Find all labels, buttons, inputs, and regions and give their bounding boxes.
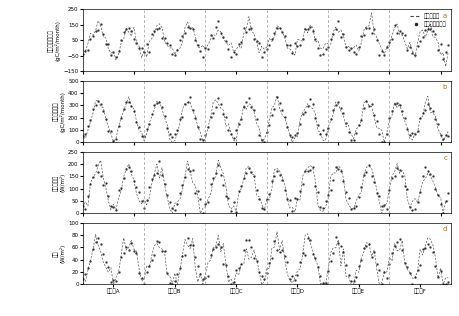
Legend: 地上観測値, 本研究の推定値: 地上観測値, 本研究の推定値 [408,12,447,28]
Text: b: b [442,84,446,90]
Text: d: d [442,226,446,232]
Y-axis label: 純生態系生産量
(gC/m²/month): 純生態系生産量 (gC/m²/month) [48,20,61,61]
Y-axis label: 正味放射量
(W/m²): 正味放射量 (W/m²) [53,173,65,192]
Text: a: a [442,13,446,19]
Text: c: c [442,155,446,161]
Y-axis label: 総一次生産量
(gC/m²/month): 総一次生産量 (gC/m²/month) [53,91,65,132]
Y-axis label: 潜熱
(W/m²): 潜熱 (W/m²) [53,244,65,263]
